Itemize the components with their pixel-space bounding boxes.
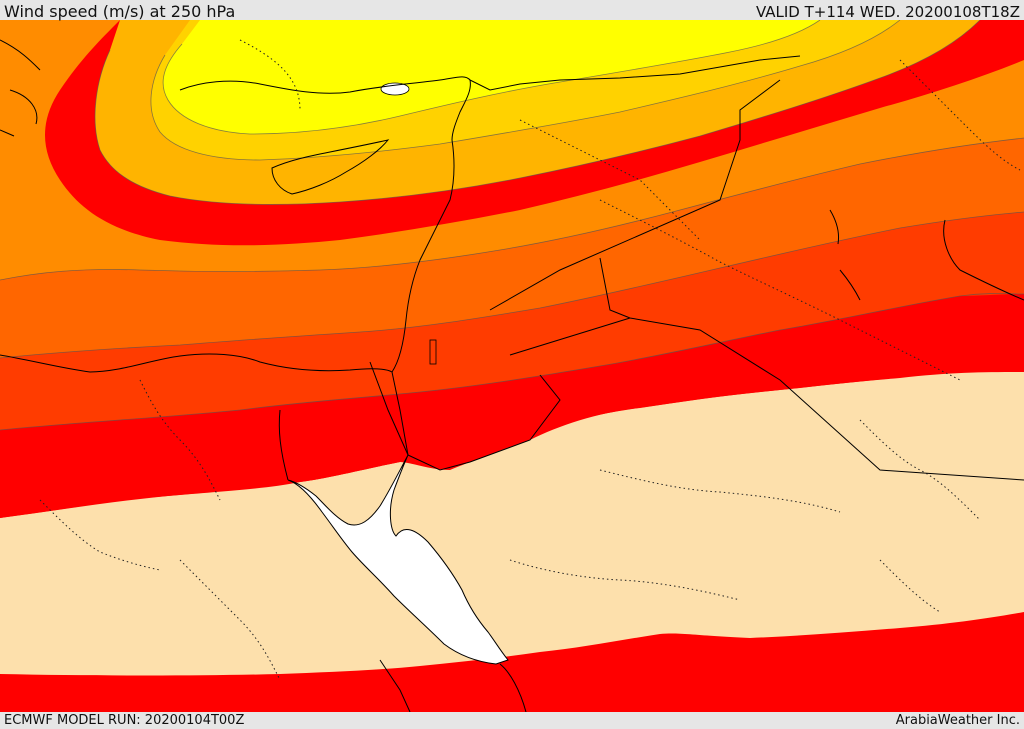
band-tan [0, 370, 1024, 676]
map-title: Wind speed (m/s) at 250 hPa [4, 2, 236, 21]
contour-lines [0, 20, 1024, 431]
map-footer: ECMWF MODEL RUN: 20200104T00Z ArabiaWeat… [0, 712, 1024, 729]
wind-speed-map [0, 20, 1024, 712]
band-deep-orange [0, 20, 1024, 280]
model-run: ECMWF MODEL RUN: 20200104T00Z [4, 713, 245, 728]
coastlines [0, 39, 1024, 712]
band-yellow [163, 20, 820, 134]
dead-sea [429, 339, 437, 365]
map-header: Wind speed (m/s) at 250 hPa VALID T+114 … [0, 0, 1024, 21]
internal-borders [39, 39, 1021, 681]
band-red-orange [0, 212, 1024, 430]
credit: ArabiaWeather Inc. [895, 713, 1020, 728]
band-red-upper [0, 293, 1024, 518]
red-sea [287, 454, 509, 665]
valid-time: VALID T+114 WED. 20200108T18Z [755, 3, 1020, 21]
